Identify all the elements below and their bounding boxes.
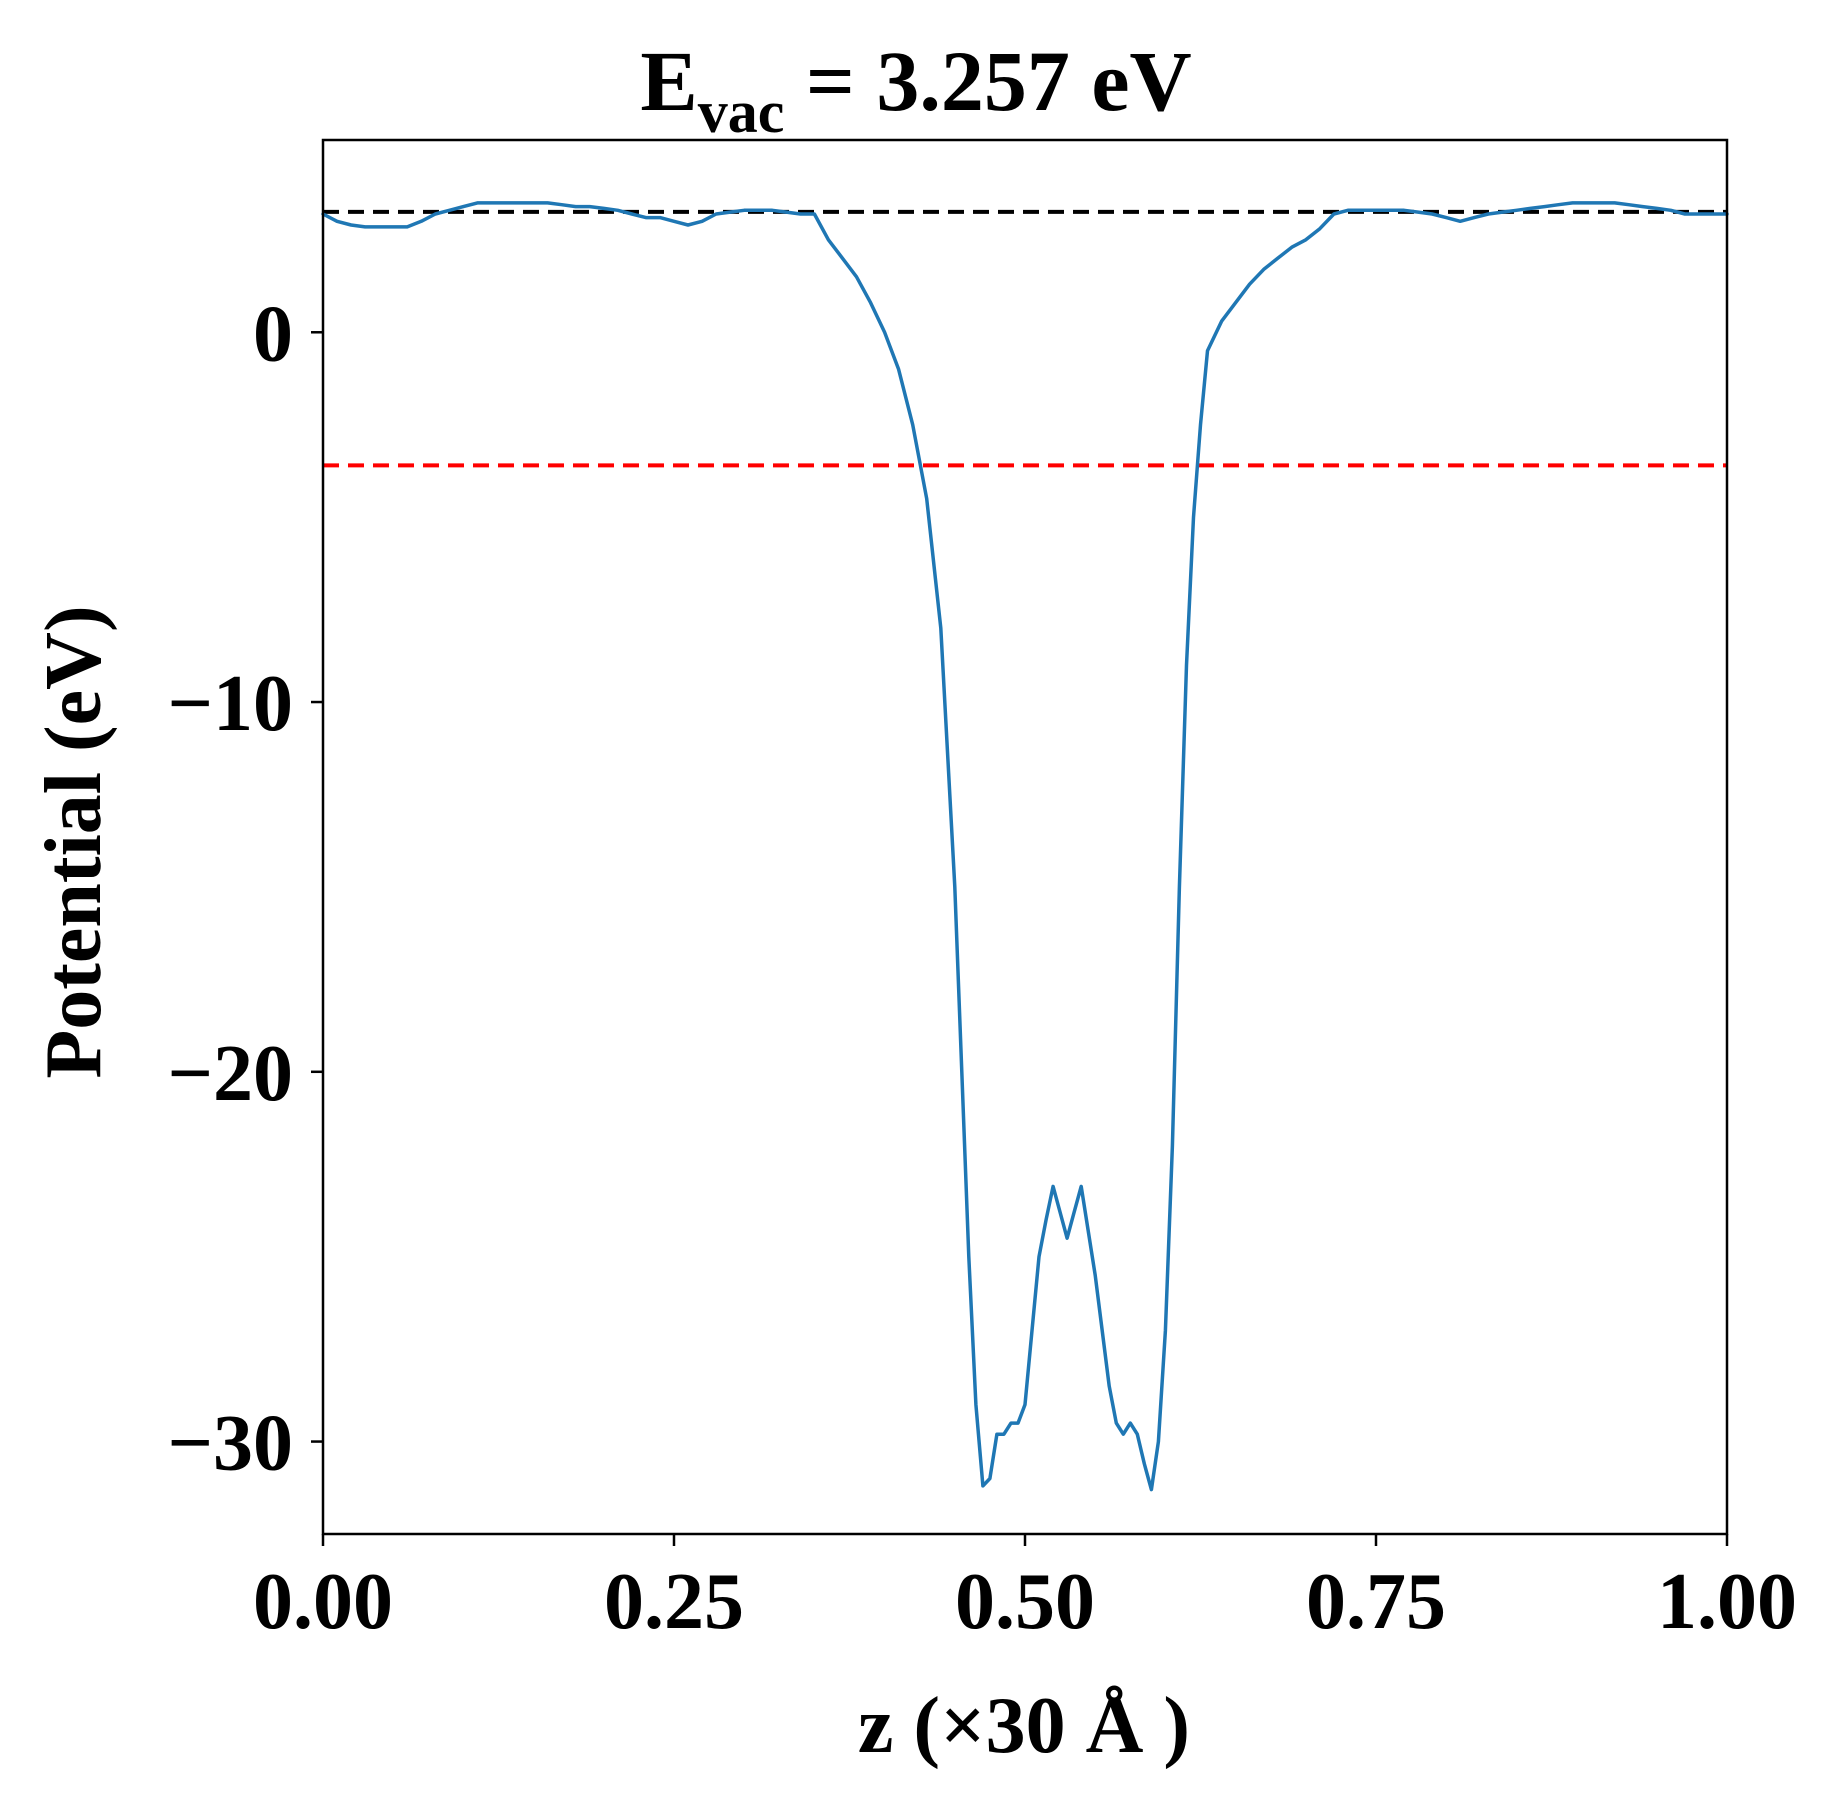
title-subscript: vac: [698, 79, 785, 145]
y-tick-label: 0: [253, 290, 293, 378]
y-tick-label: −10: [167, 660, 293, 748]
title-prefix: E: [640, 33, 697, 129]
x-tick-label: 0.00: [253, 1558, 393, 1646]
x-tick-label: 0.75: [1306, 1558, 1446, 1646]
x-tick-label: 0.50: [955, 1558, 1095, 1646]
y-tick-label: −20: [167, 1030, 293, 1118]
plot-area-frame: [321, 138, 1729, 1536]
y-axis-label: Potential (eV): [30, 605, 118, 1078]
chart-title: Evac = 3.257 eV: [640, 33, 1191, 145]
x-axis-ticks: 0.00 0.25 0.50 0.75 1.00: [253, 1534, 1797, 1646]
y-axis-ticks: 0 −10 −20 −30: [167, 290, 323, 1488]
y-tick-label: −30: [167, 1400, 293, 1488]
potential-series-line: [321, 201, 1729, 1492]
x-tick-label: 0.25: [604, 1558, 744, 1646]
title-suffix: = 3.257 eV: [784, 33, 1191, 129]
x-tick-label: 1.00: [1657, 1558, 1797, 1646]
reference-lines: [323, 209, 1727, 468]
x-axis-label: z (×30 Å ): [858, 1682, 1190, 1770]
